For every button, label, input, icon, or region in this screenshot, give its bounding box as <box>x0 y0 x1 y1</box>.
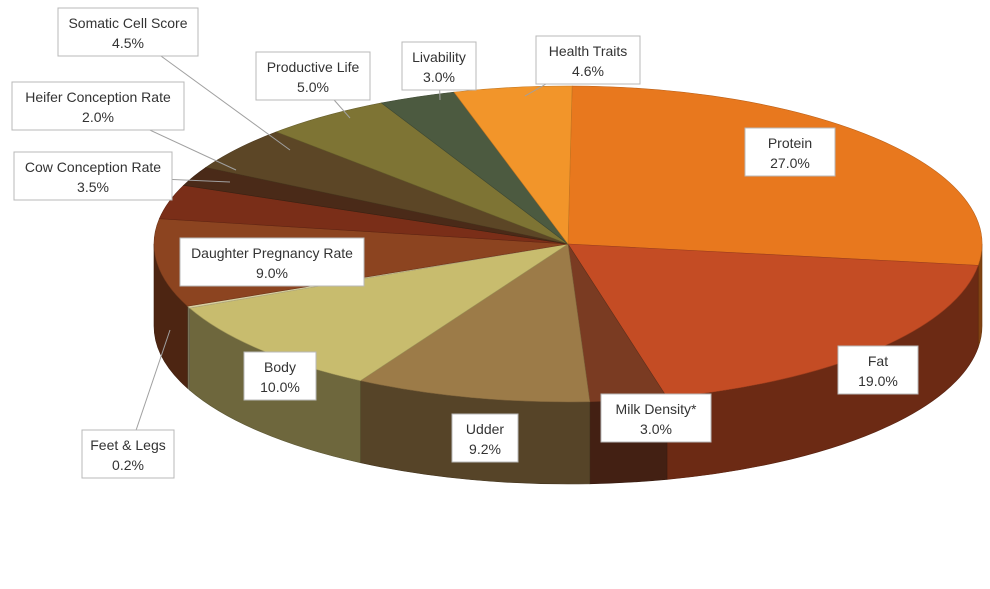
callout-udder: Udder 9.2% <box>451 413 519 463</box>
callout-box-health-traits <box>535 35 641 85</box>
slice-label-cow-conception-rate: Cow Conception Rate <box>25 159 161 175</box>
callout-daughter-pregnancy-rate: Daughter Pregnancy Rate 9.0% <box>179 237 365 287</box>
callout-box-fat <box>837 345 919 395</box>
callout-box-feet-legs <box>81 429 175 479</box>
slice-value-daughter-pregnancy-rate: 9.0% <box>256 265 288 281</box>
slice-value-cow-conception-rate: 3.5% <box>77 179 109 195</box>
slice-value-health-traits: 4.6% <box>572 63 604 79</box>
callout-box-somatic-cell-score <box>57 7 199 57</box>
slice-label-somatic-cell-score: Somatic Cell Score <box>68 15 187 31</box>
slice-label-udder: Udder <box>466 421 504 437</box>
slice-value-heifer-conception-rate: 2.0% <box>82 109 114 125</box>
slice-value-milk-density: 3.0% <box>640 421 672 437</box>
pie-slice-body <box>188 243 569 382</box>
pie-callouts: Protein 27.0% Fat 19.0% Milk Density* 3.0% Udd… <box>11 7 919 479</box>
callout-milk-density: Milk Density* 3.0% <box>600 393 712 443</box>
callout-box-protein <box>744 127 836 177</box>
callout-box-body <box>243 351 317 401</box>
slice-value-fat: 19.0% <box>858 373 898 389</box>
slice-value-productive-life: 5.0% <box>297 79 329 95</box>
slice-label-heifer-conception-rate: Heifer Conception Rate <box>25 89 171 105</box>
pie-slice-health-traits <box>453 85 573 245</box>
callout-box-daughter-pregnancy-rate <box>179 237 365 287</box>
slice-value-body: 10.0% <box>260 379 300 395</box>
callout-livability: Livability 3.0% <box>401 41 477 101</box>
callout-box-cow-conception-rate <box>13 151 173 201</box>
slice-label-milk-density: Milk Density* <box>616 401 697 417</box>
slice-label-protein: Protein <box>768 135 812 151</box>
callout-box-udder <box>451 413 519 463</box>
slice-value-livability: 3.0% <box>423 69 455 85</box>
slice-label-health-traits: Health Traits <box>549 43 628 59</box>
pie-slice-udder <box>359 243 591 403</box>
callout-box-productive-life <box>255 51 371 101</box>
callout-box-milk-density <box>600 393 712 443</box>
slice-label-daughter-pregnancy-rate: Daughter Pregnancy Rate <box>191 245 353 261</box>
callout-fat: Fat 19.0% <box>837 345 919 395</box>
slice-value-somatic-cell-score: 4.5% <box>112 35 144 51</box>
callout-feet-legs: Feet & Legs 0.2% <box>81 329 175 479</box>
callout-box-heifer-conception-rate <box>11 81 185 131</box>
slice-label-fat: Fat <box>868 353 888 369</box>
callout-body: Body 10.0% <box>243 351 317 401</box>
slice-value-protein: 27.0% <box>770 155 810 171</box>
callout-productive-life: Productive Life 5.0% <box>255 51 371 119</box>
callout-somatic-cell-score: Somatic Cell Score 4.5% <box>57 7 291 151</box>
callout-health-traits: Health Traits 4.6% <box>524 35 641 97</box>
slice-value-feet-legs: 0.2% <box>112 457 144 473</box>
slice-label-body: Body <box>264 359 296 375</box>
slice-value-udder: 9.2% <box>469 441 501 457</box>
callout-protein: Protein 27.0% <box>744 127 836 177</box>
slice-label-productive-life: Productive Life <box>267 59 360 75</box>
callout-cow-conception-rate: Cow Conception Rate 3.5% <box>13 151 231 201</box>
callout-heifer-conception-rate: Heifer Conception Rate 2.0% <box>11 81 237 171</box>
slice-label-livability: Livability <box>412 49 466 65</box>
pie-side-feet-legs <box>187 305 190 391</box>
slice-label-feet-legs: Feet & Legs <box>90 437 166 453</box>
callout-box-livability <box>401 41 477 91</box>
